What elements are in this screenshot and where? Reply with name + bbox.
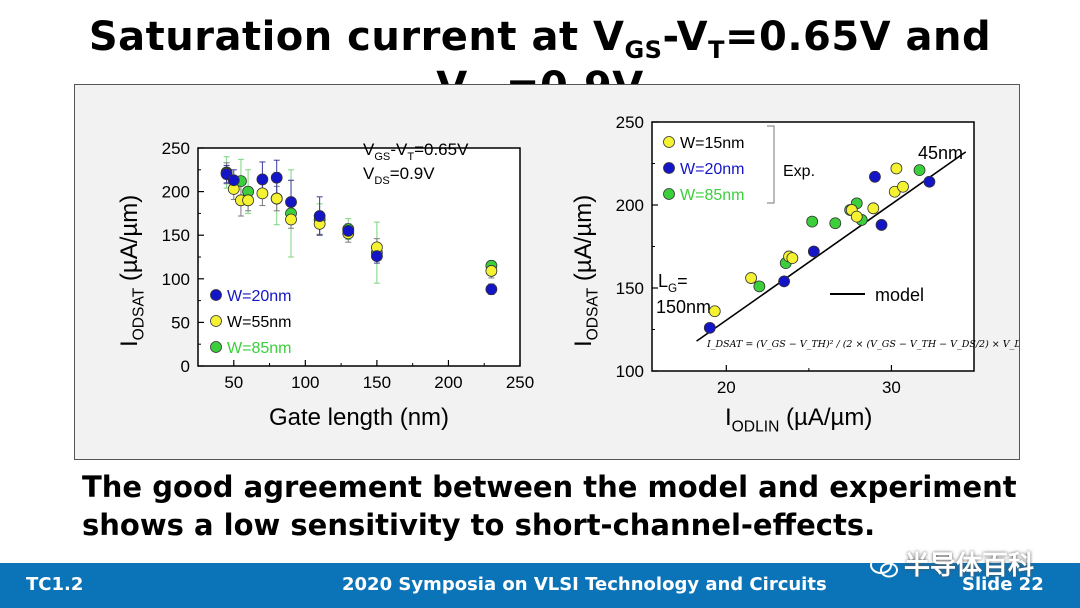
left-ytick-label: 0	[181, 357, 190, 376]
left-ytick-label: 250	[162, 139, 190, 158]
footer-conference: 2020 Symposia on VLSI Technology and Cir…	[342, 574, 827, 595]
figure-svg: 50 100 150 200 250 0 50 100 150 200 250 Gate length…	[116, 113, 1019, 436]
right-legend-marker	[663, 162, 675, 174]
left-data-point-blue	[285, 196, 297, 208]
right-legend-marker	[663, 136, 675, 148]
footer-slide-number: Slide 22	[962, 574, 1044, 595]
left-xaxis-label: Gate length (nm)	[269, 404, 449, 431]
left-xtick-label: 150	[363, 373, 391, 392]
right-legend-label: W=85nm	[680, 187, 744, 204]
model-line	[696, 151, 967, 342]
caption-line-2: shows a low sensitivity to short-channel…	[82, 508, 876, 542]
left-annotation-vgs: VGS-VT=0.65V	[363, 140, 469, 163]
left-data-point-blue	[370, 250, 383, 263]
model-legend-label: model	[875, 285, 924, 305]
left-data-point-yellow	[285, 213, 297, 226]
left-annotation-vds: VDS=0.9V	[363, 164, 435, 187]
slide-caption: The good agreement between the model and…	[82, 468, 1042, 544]
left-data-point-blue	[270, 171, 283, 184]
footer-bar: TC1.2 2020 Symposia on VLSI Technology a…	[0, 563, 1080, 608]
left-legend-marker	[210, 289, 222, 301]
right-data-point-green	[753, 280, 766, 293]
right-data-point-yellow	[890, 162, 903, 175]
right-legend-label: W=15nm	[680, 135, 744, 152]
right-ytick-label: 200	[616, 196, 644, 215]
label-150nm: 150nm	[656, 297, 711, 317]
left-ytick-label: 150	[162, 226, 190, 245]
right-xtick-label: 20	[717, 378, 736, 397]
right-ytick-label: 100	[616, 362, 644, 381]
left-data-point-yellow	[485, 265, 498, 277]
right-data-point-blue	[875, 219, 888, 231]
right-data-point-green	[829, 217, 842, 230]
left-ytick-label: 50	[171, 313, 190, 332]
right-ytick-label: 150	[616, 279, 644, 298]
left-xtick-label: 200	[434, 373, 462, 392]
right-data-point-blue	[703, 321, 716, 334]
watermark: 半导体百科	[870, 545, 1060, 581]
left-xtick-label: 250	[506, 373, 534, 392]
right-data-point-yellow	[897, 180, 909, 193]
right-yaxis-label: IODSAT (µA/µm)	[570, 195, 602, 347]
left-xtick-label: 50	[224, 373, 243, 392]
right-data-point-blue	[923, 175, 936, 188]
model-formula: I_DSAT = (V_GS − V_TH)² / (2 × (V_GS − V…	[706, 339, 1019, 350]
left-data-point-yellow	[270, 192, 283, 205]
right-data-point-blue	[869, 170, 881, 183]
right-data-point-green	[806, 215, 819, 228]
left-ytick-label: 100	[162, 270, 190, 289]
left-xtick-label: 100	[291, 373, 319, 392]
right-ytick-label: 250	[616, 113, 644, 132]
left-plot-frame	[197, 147, 521, 367]
left-yaxis-label: IODSAT (µA/µm)	[116, 195, 148, 347]
figure-panel: 50 100 150 200 250 0 50 100 150 200 250 Gate length…	[74, 84, 1020, 460]
left-legend-marker	[210, 315, 222, 327]
left-data-point-yellow	[256, 187, 269, 200]
right-data-point-blue	[807, 245, 820, 258]
right-data-point-yellow	[850, 210, 863, 223]
legend-bracket	[767, 125, 775, 204]
left-data-point-blue	[342, 224, 355, 237]
wechat-icon	[870, 555, 898, 577]
right-xtick-label: 30	[882, 378, 901, 397]
slide-title: Saturation current at VGS-VT=0.65V and V…	[88, 14, 992, 114]
watermark-text: 半导体百科	[904, 551, 1035, 581]
right-data-point-yellow	[867, 202, 880, 215]
caption-line-1: The good agreement between the model and…	[82, 470, 1017, 504]
footer-session: TC1.2	[26, 574, 84, 595]
left-data-point-blue	[485, 283, 498, 296]
right-data-point-blue	[778, 275, 791, 288]
left-data-point-blue	[227, 174, 240, 187]
left-legend-label: W=20nm	[227, 288, 291, 305]
right-data-point-yellow	[786, 252, 799, 265]
left-ytick-label: 200	[162, 183, 190, 202]
left-data-point-blue	[256, 173, 269, 186]
right-data-point-green	[913, 164, 926, 177]
legend-bracket-label: Exp.	[783, 163, 815, 180]
left-legend-label: W=55nm	[227, 314, 291, 331]
right-legend-marker	[663, 188, 675, 200]
left-legend-label: W=85nm	[227, 340, 291, 357]
label-45nm: 45nm	[918, 143, 963, 163]
right-data-point-yellow	[708, 305, 721, 318]
left-data-point-yellow	[242, 194, 254, 207]
left-data-point-blue	[313, 210, 326, 222]
label-lg: LG=	[658, 271, 688, 295]
right-legend-label: W=20nm	[680, 161, 744, 178]
right-xaxis-label: IODLIN (µA/µm)	[725, 404, 872, 436]
left-legend-marker	[210, 341, 222, 353]
right-data-point-yellow	[745, 272, 757, 284]
